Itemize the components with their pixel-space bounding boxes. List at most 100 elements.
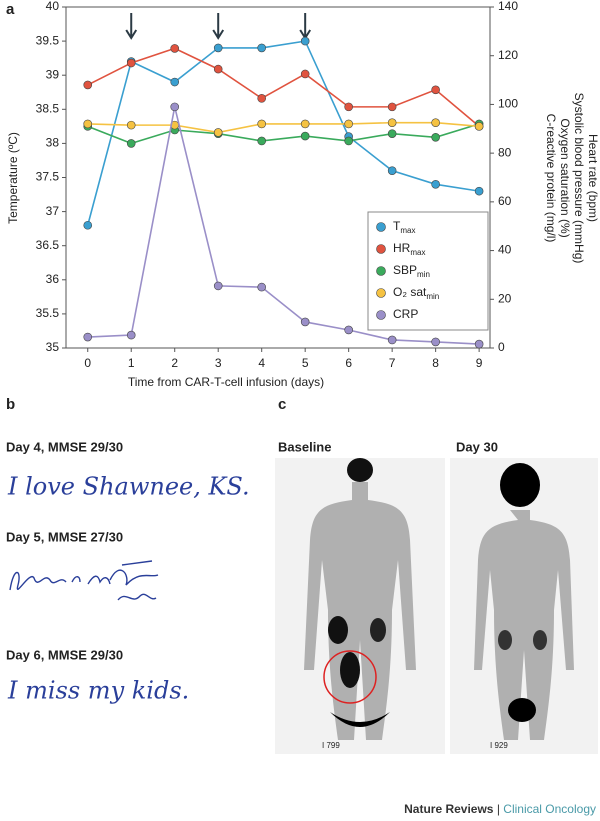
point [126, 58, 136, 68]
legend-swatch [376, 310, 386, 320]
point [431, 180, 440, 189]
point [170, 44, 180, 53]
legend-subscript: min [417, 270, 430, 279]
y-tick-label: 37.5 [36, 170, 60, 184]
point [257, 119, 266, 129]
legend-label: O₂ satmin [393, 285, 439, 301]
entry-heading: Day 4, MMSE 29/30 [6, 439, 123, 454]
point [83, 220, 93, 230]
legend-swatch [376, 222, 386, 232]
y2-axis-label: Heart rate (bpm) [586, 134, 600, 222]
point [431, 337, 440, 347]
series-line [86, 40, 480, 226]
panel-label: b [6, 396, 15, 413]
y2-tick-label: 20 [498, 291, 512, 305]
x-tick-label: 0 [84, 356, 91, 370]
entry-heading: Day 6, MMSE 29/30 [6, 647, 123, 662]
point [344, 102, 353, 112]
point [213, 128, 223, 137]
legend-label: Tmax [393, 219, 415, 235]
y2-tick-label: 80 [498, 145, 512, 159]
point [257, 282, 266, 292]
point [170, 77, 180, 87]
legend-label: SBPmin [393, 263, 430, 279]
panel-label: a [6, 1, 15, 18]
legend-label: HRmax [393, 241, 425, 257]
x-tick-label: 4 [258, 356, 265, 370]
legend-box [367, 211, 489, 331]
y-tick-label: 36 [46, 272, 60, 286]
scribble [9, 560, 159, 601]
series-line [87, 47, 480, 127]
x-tick-label: 1 [128, 356, 135, 370]
y2-axis-label: Oxygen saturation (%) [558, 118, 572, 237]
y2-tick-label: 0 [498, 340, 505, 354]
panel-label: c [278, 396, 286, 413]
point [257, 136, 266, 146]
point [126, 139, 136, 148]
legend-subscript: min [426, 292, 439, 301]
image-caption: I 929 [490, 741, 508, 750]
y-tick-label: 35.5 [36, 306, 60, 320]
point [474, 186, 484, 196]
legend-name: SBP [393, 263, 417, 277]
y2-tick-label: 120 [498, 48, 518, 62]
handwriting: I miss my kids. [7, 677, 189, 705]
point [344, 325, 353, 335]
point [257, 94, 266, 103]
point [300, 317, 310, 327]
handwriting: I love Shawnee, KS. [7, 473, 250, 501]
legend-subscript: max [410, 248, 425, 257]
y-tick-label: 40 [46, 0, 60, 13]
y-tick-label: 36.5 [36, 238, 60, 252]
arrow [299, 13, 312, 40]
point [213, 64, 223, 74]
x-tick-label: 6 [345, 356, 352, 370]
arrow [125, 13, 138, 40]
x-tick-label: 8 [432, 356, 439, 370]
series-line [87, 121, 480, 134]
y-tick-label: 35 [46, 340, 60, 354]
legend-label: CRP [393, 307, 418, 321]
legend-name: T [393, 219, 401, 233]
x-tick-label: 3 [215, 356, 222, 370]
y-axis-label: Temperature (ºC) [6, 132, 20, 224]
legend-subscript: max [400, 226, 415, 235]
y2-tick-label: 100 [498, 97, 518, 111]
point [431, 118, 440, 127]
y-tick-label: 38 [46, 136, 60, 150]
legend-swatch [376, 288, 386, 298]
point [170, 102, 180, 112]
x-tick-label: 9 [476, 356, 483, 370]
legend-name: HR [393, 241, 411, 255]
point [126, 330, 136, 340]
x-tick-label: 7 [389, 356, 396, 370]
point [83, 80, 93, 90]
point [213, 281, 223, 291]
image-caption: I 799 [322, 741, 340, 750]
y-tick-label: 37 [46, 204, 60, 218]
point [300, 69, 310, 79]
series-line [87, 106, 480, 345]
arrow [212, 13, 225, 40]
point [83, 332, 93, 342]
point [474, 122, 484, 131]
y2-axis-label: Systolic blood pressure (mmHg) [572, 93, 586, 264]
pet-image-day30: I 929 [450, 458, 598, 754]
x-axis-label: Time from CAR-T-cell infusion (days) [128, 375, 324, 389]
point [344, 136, 353, 146]
legend-name: CRP [393, 307, 418, 321]
entry-heading: Day 5, MMSE 27/30 [6, 529, 123, 544]
image-title: Day 30 [456, 439, 498, 454]
point [213, 43, 223, 53]
point [300, 36, 310, 46]
image-title: Baseline [278, 439, 331, 454]
point [387, 129, 397, 138]
point [300, 131, 310, 141]
point [257, 43, 266, 53]
point [300, 119, 310, 129]
point [83, 119, 93, 129]
y-tick-label: 39 [46, 67, 60, 81]
y2-axis-label: C-reactive protein (mg/l) [544, 114, 558, 243]
